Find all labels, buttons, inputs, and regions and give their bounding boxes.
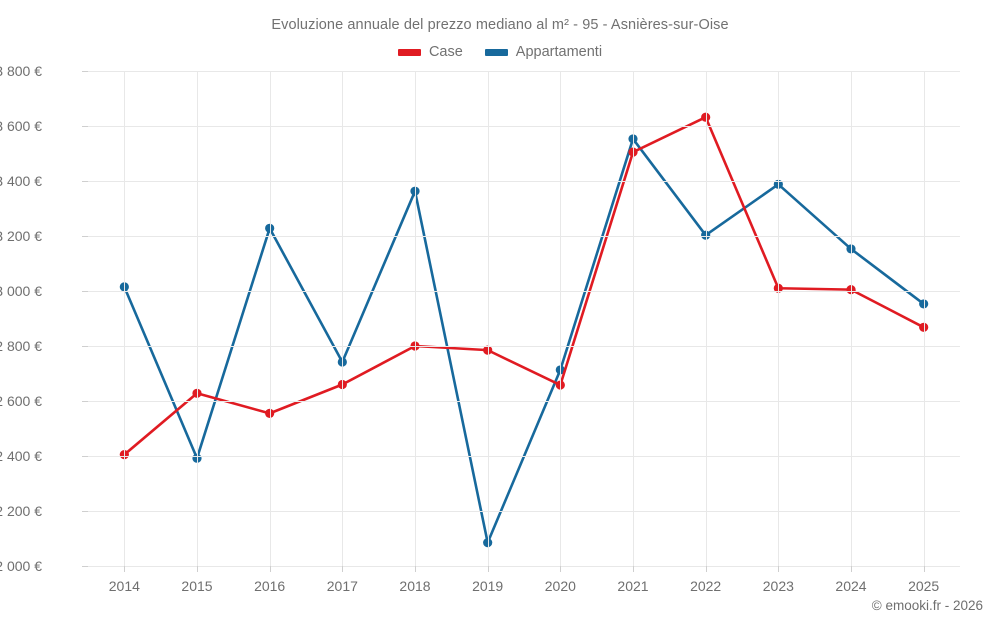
footer-credit: © emooki.fr - 2026 xyxy=(871,598,983,613)
x-axis-tick-label: 2023 xyxy=(762,578,794,594)
x-gridline xyxy=(560,71,562,566)
x-tick-mark xyxy=(269,566,271,572)
y-tick-mark xyxy=(82,346,88,347)
y-tick-mark xyxy=(82,401,88,402)
legend-item-case[interactable]: Case xyxy=(397,44,463,60)
x-gridline xyxy=(342,71,344,566)
x-axis-tick-label: 2014 xyxy=(108,578,140,594)
y-axis-tick-label: 3 000 € xyxy=(0,283,42,299)
y-axis-tick-label: 2 600 € xyxy=(0,393,42,409)
x-tick-mark xyxy=(633,566,634,572)
chart-plot-svg xyxy=(119,112,929,548)
x-gridline xyxy=(415,71,416,566)
x-axis-tick-label: 2022 xyxy=(690,578,722,594)
y-axis-tick-label: 3 200 € xyxy=(0,228,42,244)
y-tick-mark xyxy=(82,456,88,457)
y-gridline xyxy=(88,566,960,567)
legend-swatch-appartamenti xyxy=(484,48,508,56)
x-tick-mark xyxy=(778,566,780,572)
x-axis-tick-label: 2017 xyxy=(326,578,358,594)
y-axis-tick-label: 2 400 € xyxy=(0,448,42,464)
y-tick-mark xyxy=(82,181,88,182)
x-tick-mark xyxy=(923,566,925,572)
x-gridline xyxy=(923,71,925,566)
y-gridline xyxy=(88,511,960,512)
y-gridline xyxy=(88,401,960,402)
y-gridline xyxy=(88,346,960,347)
y-axis-tick-label: 2 000 € xyxy=(0,558,42,574)
chart-legend: Case Appartamenti xyxy=(0,44,1000,60)
y-axis-tick-label: 3 600 € xyxy=(0,118,42,134)
y-axis-tick-label: 2 200 € xyxy=(0,503,42,519)
x-gridline xyxy=(851,71,852,566)
legend-label-case: Case xyxy=(428,44,463,60)
x-gridline xyxy=(124,71,126,566)
y-tick-mark xyxy=(82,126,88,127)
x-axis-tick-label: 2018 xyxy=(399,578,431,594)
x-gridline xyxy=(269,71,271,566)
x-tick-mark xyxy=(851,566,852,572)
legend-label-appartamenti: Appartamenti xyxy=(515,44,603,60)
plot-area: 3 800 € 3 600 € 3 400 € 3 200 € 3 000 € 2 800… xyxy=(0,63,960,594)
y-gridline xyxy=(88,126,960,127)
x-tick-mark xyxy=(197,566,198,572)
y-gridline xyxy=(88,236,960,237)
x-gridline xyxy=(197,71,198,566)
x-gridline xyxy=(487,71,489,566)
x-axis-tick-label: 2019 xyxy=(472,578,504,594)
x-gridline xyxy=(705,71,707,566)
x-tick-mark xyxy=(415,566,416,572)
y-axis-tick-label: 3 400 € xyxy=(0,173,42,189)
x-axis-tick-label: 2021 xyxy=(617,578,649,594)
x-axis-tick-label: 2015 xyxy=(181,578,213,594)
x-tick-mark xyxy=(487,566,489,572)
legend-item-appartamenti[interactable]: Appartamenti xyxy=(484,44,603,60)
y-gridline xyxy=(88,456,960,457)
x-tick-mark xyxy=(342,566,344,572)
y-gridline xyxy=(88,181,960,182)
legend-swatch-case xyxy=(397,48,421,56)
y-tick-mark xyxy=(82,236,88,237)
y-gridline xyxy=(88,291,960,292)
x-gridline xyxy=(633,71,634,566)
y-axis-tick-label: 2 800 € xyxy=(0,338,42,354)
series-line-case xyxy=(123,115,925,456)
y-gridline xyxy=(88,71,960,72)
x-axis-tick-label: 2020 xyxy=(544,578,576,594)
y-tick-mark xyxy=(82,71,88,72)
y-tick-mark xyxy=(82,566,88,567)
y-axis-tick-label: 3 800 € xyxy=(0,63,42,79)
x-axis-tick-label: 2025 xyxy=(908,578,940,594)
x-axis-tick-label: 2016 xyxy=(254,578,286,594)
chart-title: Evoluzione annuale del prezzo mediano al… xyxy=(271,17,729,33)
x-axis-tick-label: 2024 xyxy=(835,578,867,594)
y-tick-mark xyxy=(82,291,88,292)
x-tick-mark xyxy=(124,566,126,572)
y-tick-mark xyxy=(82,511,88,512)
x-tick-mark xyxy=(560,566,562,572)
x-gridline xyxy=(778,71,780,566)
x-tick-mark xyxy=(705,566,707,572)
series-line-appartamenti xyxy=(123,137,925,544)
